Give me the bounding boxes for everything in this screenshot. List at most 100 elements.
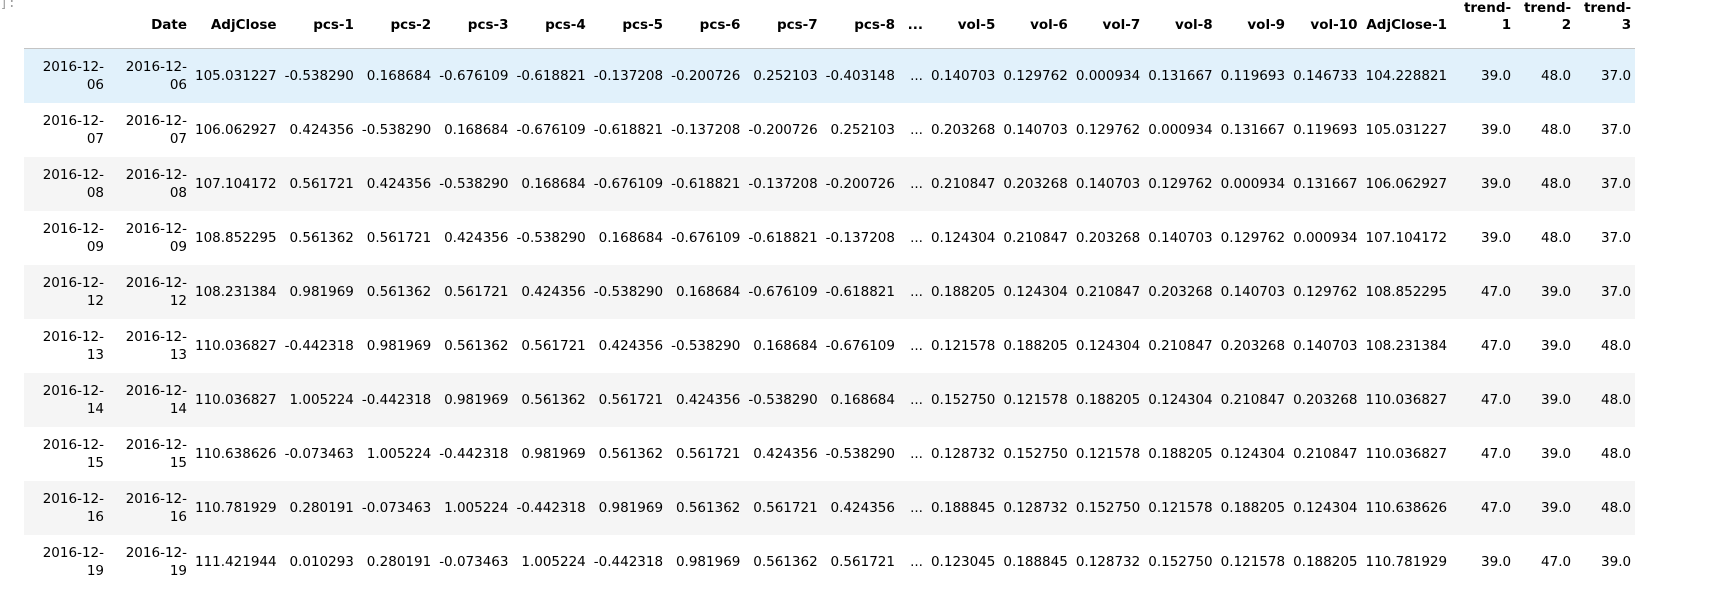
table-cell: 39.0 (1541, 338, 1572, 354)
table-cell: 39.0 (1481, 68, 1512, 84)
table-cell: 0.121578 (1003, 392, 1068, 408)
column-header: vol-7 (1071, 0, 1145, 49)
row-index: 2016-12-14 (24, 373, 108, 427)
table-cell: 1.005224 (444, 500, 509, 516)
table-cell: 0.561721 (366, 230, 432, 246)
row-index-label: 2016-12-14 (42, 383, 104, 417)
table-cell: 39.0 (1481, 230, 1512, 246)
table-cell: 48.0 (1601, 392, 1632, 408)
table-cell: 2016-12-09 (108, 211, 191, 265)
table-cell: 0.981969 (675, 554, 741, 570)
table-cell: 0.981969 (598, 500, 664, 516)
table-cell: 0.188205 (1220, 500, 1286, 516)
table-cell: 0.000934 (1220, 176, 1286, 192)
table-cell: 106.062927 (195, 122, 277, 138)
table-cell: 110.036827 (195, 392, 277, 408)
table-cell: -0.538290 (671, 338, 741, 354)
column-header: pcs-5 (589, 0, 668, 49)
table-row[interactable]: 2016-12-07 2016-12-07 106.062927 0.424356 -0… (24, 103, 1636, 157)
table-cell: 0.121578 (1220, 554, 1286, 570)
column-header: pcs-3 (435, 0, 513, 49)
table-cell: 0.131667 (1293, 176, 1358, 192)
table-cell: 108.231384 (195, 284, 277, 300)
table-cell: 0.210847 (1003, 230, 1068, 246)
table-cell: 0.188205 (1148, 446, 1213, 462)
table-cell: 39.0 (1481, 554, 1512, 570)
table-cell: 2016-12-13 (108, 319, 191, 373)
table-row[interactable]: 2016-12-14 2016-12-14 110.036827 1.005224 -0… (24, 373, 1636, 427)
table-cell: -0.676109 (671, 230, 741, 246)
column-header: vol-10 (1289, 0, 1362, 49)
table-cell: 0.129762 (1293, 284, 1358, 300)
table-cell: -0.676109 (516, 122, 586, 138)
table-cell: 0.129762 (1220, 230, 1286, 246)
table-cell: 0.140703 (1075, 176, 1141, 192)
table-cell: ... (910, 284, 923, 300)
dataframe-output: Date AdjClose pcs-1 pcs-2 pcs-3 pcs-4 pcs-5 pcs… (24, 0, 1724, 589)
table-row[interactable]: 2016-12-09 2016-12-09 108.852295 0.561362 0.… (24, 211, 1636, 265)
date-cell-label: 2016-12-14 (125, 383, 187, 417)
table-row[interactable]: 2016-12-19 2016-12-19 111.421944 0.010293 0.… (24, 535, 1636, 589)
table-row[interactable]: 2016-12-06 2016-12-06 105.031227 -0.538290 0… (24, 48, 1636, 103)
table-cell: 1.005224 (521, 554, 586, 570)
table-cell: ... (910, 68, 923, 84)
table-cell: 48.0 (1541, 176, 1572, 192)
table-cell: 48.0 (1541, 122, 1572, 138)
table-row[interactable]: 2016-12-08 2016-12-08 107.104172 0.561721 0.… (24, 157, 1636, 211)
row-index: 2016-12-16 (24, 481, 108, 535)
table-cell: 39.0 (1541, 446, 1572, 462)
column-header: trend-1 (1451, 0, 1516, 49)
row-index: 2016-12-09 (24, 211, 108, 265)
table-cell: 0.561362 (289, 230, 354, 246)
table-cell: 0.981969 (366, 338, 432, 354)
table-cell: -0.442318 (284, 338, 354, 354)
table-cell: 47.0 (1481, 392, 1512, 408)
table-row[interactable]: 2016-12-13 2016-12-13 110.036827 -0.442318 0… (24, 319, 1636, 373)
table-cell: 0.140703 (1148, 230, 1213, 246)
header-row: Date AdjClose pcs-1 pcs-2 pcs-3 pcs-4 pcs-5 pcs… (24, 0, 1636, 49)
table-cell: 2016-12-14 (108, 373, 191, 427)
table-cell: 2016-12-12 (108, 265, 191, 319)
cell-output-prompt: ]: (0, 0, 16, 11)
table-cell: 0.252103 (753, 68, 818, 84)
column-header: vol-9 (1216, 0, 1290, 49)
row-index: 2016-12-12 (24, 265, 108, 319)
table-cell: 48.0 (1541, 68, 1572, 84)
table-row[interactable]: 2016-12-12 2016-12-12 108.231384 0.981969 0.… (24, 265, 1636, 319)
table-cell: 0.561362 (753, 554, 818, 570)
table-cell: 0.561721 (830, 554, 895, 570)
table-cell: 0.280191 (289, 500, 354, 516)
table-cell: 0.981969 (444, 392, 509, 408)
table-cell: -0.200726 (825, 176, 895, 192)
table-cell: 39.0 (1541, 392, 1572, 408)
table-cell: -0.200726 (671, 68, 741, 84)
table-cell: 104.228821 (1365, 68, 1448, 84)
table-row[interactable]: 2016-12-16 2016-12-16 110.781929 0.280191 -0… (24, 481, 1636, 535)
column-header: trend-2 (1515, 0, 1576, 49)
table-cell: -0.676109 (439, 68, 509, 84)
table-cell: 0.188205 (930, 284, 996, 300)
table-cell: 0.561362 (366, 284, 432, 300)
column-header: trend-3 (1575, 0, 1636, 49)
column-header: pcs-6 (667, 0, 745, 49)
table-cell: 0.131667 (1220, 122, 1286, 138)
table-cell: 47.0 (1481, 338, 1512, 354)
row-index: 2016-12-08 (24, 157, 108, 211)
table-cell: 0.119693 (1293, 122, 1358, 138)
table-cell: -0.538290 (516, 230, 586, 246)
table-cell: 0.561362 (444, 338, 509, 354)
table-cell: -0.538290 (361, 122, 432, 138)
date-cell-label: 2016-12-08 (125, 167, 187, 201)
table-cell: 0.140703 (1293, 338, 1358, 354)
table-cell: 2016-12-16 (108, 481, 191, 535)
table-cell: 0.124304 (1220, 446, 1286, 462)
row-index-label: 2016-12-12 (42, 275, 104, 309)
row-index-label: 2016-12-15 (42, 437, 104, 471)
table-row[interactable]: 2016-12-15 2016-12-15 110.638626 -0.073463 1… (24, 427, 1636, 481)
table-cell: 0.424356 (675, 392, 741, 408)
table-cell: 0.424356 (521, 284, 586, 300)
table-cell: 0.121578 (1148, 500, 1213, 516)
table-cell: 0.168684 (675, 284, 741, 300)
table-cell: 0.188205 (1293, 554, 1358, 570)
table-cell: 110.781929 (195, 500, 277, 516)
